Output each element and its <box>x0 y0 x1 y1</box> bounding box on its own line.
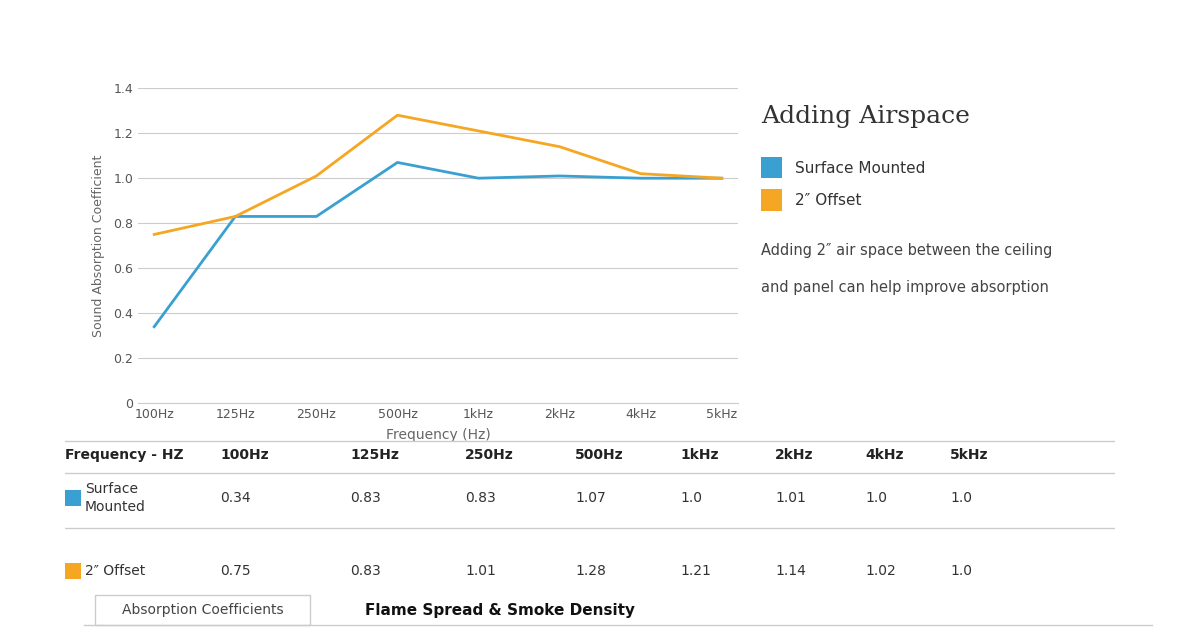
X-axis label: Frequency (Hz): Frequency (Hz) <box>385 428 491 442</box>
Text: Surface Mounted: Surface Mounted <box>796 161 925 176</box>
Text: 2″ Offset: 2″ Offset <box>796 193 862 208</box>
Text: 4kHz: 4kHz <box>865 448 904 462</box>
Text: 100Hz: 100Hz <box>220 448 269 462</box>
Text: 1.02: 1.02 <box>865 564 895 578</box>
Text: 1kHz: 1kHz <box>680 448 719 462</box>
Text: 1.21: 1.21 <box>680 564 710 578</box>
Text: 500Hz: 500Hz <box>575 448 624 462</box>
Text: 1.0: 1.0 <box>950 491 972 505</box>
Text: Adding Airspace: Adding Airspace <box>761 105 970 128</box>
Text: 1.07: 1.07 <box>575 491 606 505</box>
Text: 1.28: 1.28 <box>575 564 606 578</box>
Text: 1.0: 1.0 <box>680 491 702 505</box>
Text: 1.01: 1.01 <box>775 491 806 505</box>
Bar <box>761 189 782 210</box>
Text: Absorption Coefficients: Absorption Coefficients <box>121 603 283 617</box>
Bar <box>65 490 82 506</box>
Text: 125Hz: 125Hz <box>350 448 398 462</box>
Text: 1.0: 1.0 <box>950 564 972 578</box>
Text: 1.01: 1.01 <box>466 564 496 578</box>
Bar <box>65 563 82 579</box>
Text: 0.83: 0.83 <box>350 491 380 505</box>
Text: 5kHz: 5kHz <box>950 448 989 462</box>
Bar <box>761 157 782 178</box>
Text: 250Hz: 250Hz <box>466 448 514 462</box>
Text: Adding 2″ air space between the ceiling: Adding 2″ air space between the ceiling <box>761 243 1052 258</box>
Bar <box>95 595 310 625</box>
Text: 0.75: 0.75 <box>220 564 251 578</box>
Text: 1.14: 1.14 <box>775 564 806 578</box>
Text: 2″ Offset: 2″ Offset <box>85 564 145 578</box>
Text: Flame Spread & Smoke Density: Flame Spread & Smoke Density <box>365 602 635 617</box>
Text: Frequency - HZ: Frequency - HZ <box>65 448 184 462</box>
Text: Surface
Mounted: Surface Mounted <box>85 482 146 514</box>
Text: 2kHz: 2kHz <box>775 448 814 462</box>
Text: 0.83: 0.83 <box>350 564 380 578</box>
Y-axis label: Sound Absorption Coefficient: Sound Absorption Coefficient <box>92 154 104 337</box>
Text: 1.0: 1.0 <box>865 491 887 505</box>
Text: 0.34: 0.34 <box>220 491 251 505</box>
Text: 0.83: 0.83 <box>466 491 496 505</box>
Text: and panel can help improve absorption: and panel can help improve absorption <box>761 280 1049 295</box>
